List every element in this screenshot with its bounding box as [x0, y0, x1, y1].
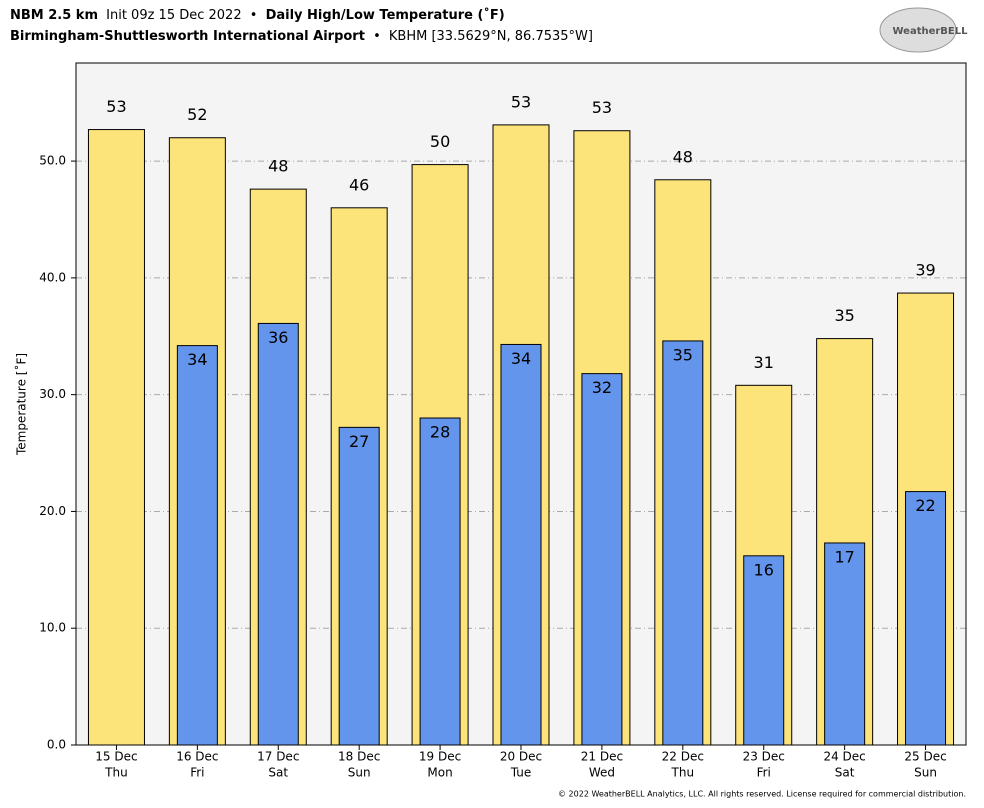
- low-bar: [257, 322, 299, 746]
- subtitle-separator: •: [373, 29, 381, 44]
- x-tick-label: 19 Dec: [419, 750, 461, 764]
- chart-title: NBM 2.5 km Init 09z 15 Dec 2022 • Daily …: [10, 7, 505, 23]
- title-model: NBM 2.5 km: [10, 8, 98, 23]
- x-tick-label: Sun: [914, 766, 937, 780]
- high-bar: [87, 129, 145, 746]
- x-tick-label: Fri: [757, 766, 771, 780]
- low-bar: [419, 417, 461, 746]
- y-axis-label: Temperature [˚F]: [14, 353, 29, 456]
- low-bar: [338, 426, 380, 746]
- x-tick-label: 18 Dec: [338, 750, 380, 764]
- low-bar: [743, 555, 785, 746]
- high-label: 50: [430, 132, 450, 151]
- logo: WeatherBELL: [879, 7, 968, 53]
- x-tick-label: Mon: [427, 766, 452, 780]
- low-bar: [905, 491, 947, 746]
- y-tick-label: 0.0: [47, 738, 66, 752]
- low-label: 35: [673, 345, 693, 364]
- x-tick-label: Wed: [589, 766, 615, 780]
- high-label: 52: [187, 105, 207, 124]
- y-tick-label: 40.0: [39, 270, 66, 284]
- low-bar: [824, 542, 866, 746]
- low-label: 16: [754, 560, 774, 579]
- x-tick-label: Sat: [268, 766, 288, 780]
- title-init: Init 09z 15 Dec 2022: [106, 8, 241, 23]
- logo-swirl: [879, 7, 957, 53]
- high-label: 48: [268, 157, 288, 176]
- x-tick-label: Sun: [348, 766, 371, 780]
- subtitle-station: Birmingham-Shuttlesworth International A…: [10, 29, 365, 44]
- high-label: 53: [106, 97, 126, 116]
- high-label: 46: [349, 175, 369, 194]
- plot: 53 52 48 46 50 53 53 48 31 35 39 34 36 27 28 34 32 35 16 17…: [76, 92, 966, 746]
- low-label: 22: [915, 496, 935, 515]
- low-label: 17: [834, 547, 854, 566]
- chart-subtitle: Birmingham-Shuttlesworth International A…: [10, 29, 593, 44]
- y-tick-label: 50.0: [39, 154, 66, 168]
- x-tick-label: 15 Dec: [95, 750, 137, 764]
- x-tick-label: 21 Dec: [581, 750, 623, 764]
- y-tick-label: 20.0: [39, 504, 66, 518]
- title-product: Daily High/Low Temperature (˚F): [266, 7, 505, 23]
- subtitle-location: KBHM [33.5629°N, 86.7535°W]: [389, 29, 593, 44]
- high-label: 48: [673, 147, 693, 166]
- low-label: 32: [592, 378, 612, 397]
- x-tick-label: 20 Dec: [500, 750, 542, 764]
- low-label: 27: [349, 432, 369, 451]
- footer: © 2022 WeatherBELL Analytics, LLC. All r…: [558, 790, 966, 799]
- x-tick-label: 23 Dec: [743, 750, 785, 764]
- x-tick-label: Sat: [835, 766, 855, 780]
- x-tick-label: 16 Dec: [176, 750, 218, 764]
- title-separator: •: [250, 8, 258, 23]
- low-bar: [581, 373, 623, 746]
- low-bar: [176, 345, 218, 746]
- high-label: 39: [915, 261, 935, 280]
- high-label: 53: [592, 98, 612, 117]
- x-tick-label: Tue: [510, 766, 532, 780]
- y-tick-label: 10.0: [39, 621, 66, 635]
- high-label: 31: [754, 353, 774, 372]
- low-label: 34: [511, 349, 531, 368]
- x-tick-label: Thu: [671, 766, 695, 780]
- high-label: 35: [834, 306, 854, 325]
- x-tick-label: 17 Dec: [257, 750, 299, 764]
- x-tick-label: 24 Dec: [823, 750, 865, 764]
- x-tick-label: 25 Dec: [904, 750, 946, 764]
- x-tick-label: 22 Dec: [662, 750, 704, 764]
- y-tick-label: 30.0: [39, 387, 66, 401]
- low-bar: [500, 343, 542, 746]
- high-label: 53: [511, 92, 531, 111]
- low-bar: [662, 340, 704, 746]
- low-label: 36: [268, 328, 288, 347]
- x-tick-label: Thu: [104, 766, 128, 780]
- x-tick-label: Fri: [190, 766, 204, 780]
- low-label: 28: [430, 423, 450, 442]
- low-label: 34: [187, 350, 207, 369]
- logo-text: WeatherBELL: [892, 26, 968, 37]
